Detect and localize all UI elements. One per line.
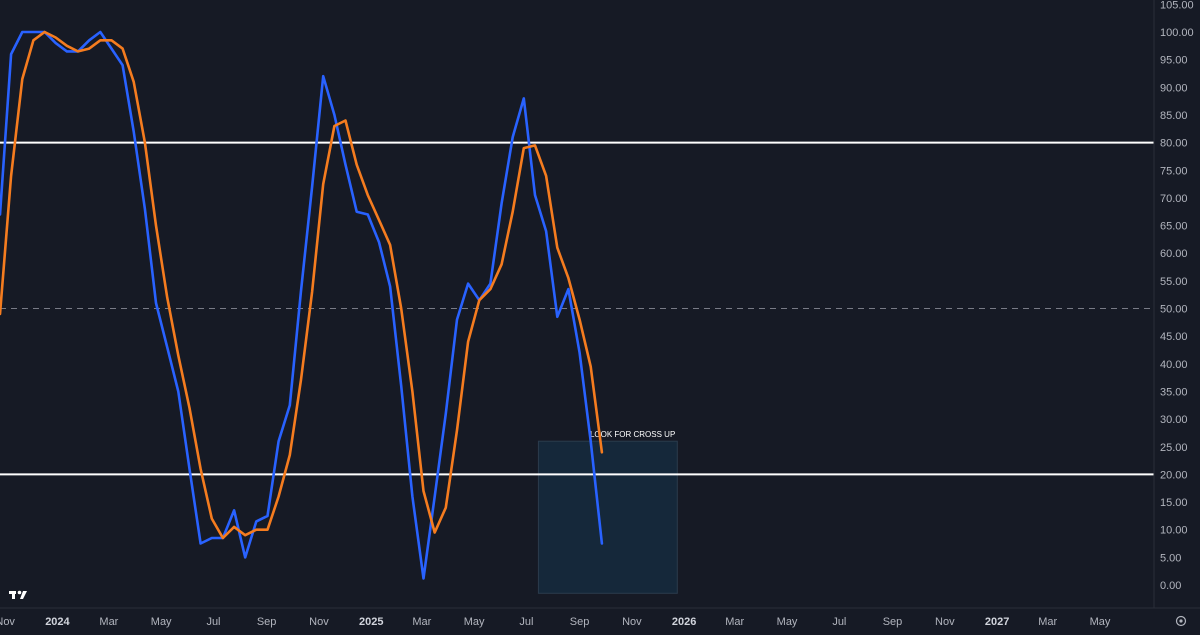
x-tick-label: May — [1090, 616, 1111, 628]
y-tick-label: 5.00 — [1160, 552, 1181, 564]
x-tick-label: Sep — [257, 616, 277, 628]
annotation-box[interactable] — [537, 440, 678, 594]
y-tick-label: 30.00 — [1160, 414, 1188, 426]
series-layer — [0, 30, 604, 580]
x-tick-label: Sep — [570, 616, 590, 628]
y-tick-label: 85.00 — [1160, 110, 1188, 122]
annotation-layer: LOOK FOR CROSS UP — [537, 430, 678, 594]
y-tick-label: 95.00 — [1160, 55, 1188, 67]
x-tick-label: Nov — [309, 616, 329, 628]
x-tick-label: May — [151, 616, 172, 628]
annotation-text: LOOK FOR CROSS UP — [590, 430, 675, 439]
y-tick-label: 75.00 — [1160, 165, 1188, 177]
y-tick-label: 70.00 — [1160, 193, 1188, 205]
y-tick-label: 40.00 — [1160, 359, 1188, 371]
y-tick-label: 100.00 — [1160, 27, 1194, 39]
x-tick-label: Jul — [519, 616, 533, 628]
x-tick-label: 2026 — [672, 616, 696, 628]
x-tick-label: 2024 — [45, 616, 70, 628]
x-tick-label: Mar — [725, 616, 744, 628]
tradingview-logo[interactable] — [9, 590, 27, 599]
y-tick-label: 0.00 — [1160, 580, 1181, 592]
y-tick-label: 60.00 — [1160, 248, 1188, 260]
x-tick-label: Mar — [99, 616, 118, 628]
x-tick-label: Nov — [622, 616, 642, 628]
x-tick-label: Mar — [412, 616, 431, 628]
y-tick-label: 45.00 — [1160, 331, 1188, 343]
y-tick-label: 105.00 — [1160, 0, 1194, 11]
x-tick-label: Sep — [883, 616, 903, 628]
y-tick-label: 35.00 — [1160, 386, 1188, 398]
x-tick-label: 2025 — [359, 616, 383, 628]
x-tick-label: Nov — [0, 616, 15, 628]
x-axis[interactable]: Nov 2024 Mar May Jul Sep Nov 2025 Mar May Jul Sep No… — [0, 616, 1111, 628]
y-tick-label: 10.00 — [1160, 525, 1188, 537]
series-line-1[interactable] — [0, 30, 604, 540]
series-line-0[interactable] — [0, 30, 604, 580]
y-tick-label: 25.00 — [1160, 442, 1188, 454]
y-axis[interactable]: 105.00 100.00 95.00 90.00 85.00 80.00 75.00 70.… — [1160, 0, 1194, 592]
y-tick-label: 50.00 — [1160, 304, 1188, 316]
y-tick-label: 80.00 — [1160, 138, 1188, 150]
x-tick-label: May — [464, 616, 485, 628]
x-tick-label: Nov — [935, 616, 955, 628]
x-tick-label: Mar — [1038, 616, 1057, 628]
y-tick-label: 90.00 — [1160, 82, 1188, 94]
settings-icon[interactable] — [1175, 615, 1187, 627]
x-tick-label: Jul — [832, 616, 846, 628]
y-tick-label: 55.00 — [1160, 276, 1188, 288]
y-tick-label: 65.00 — [1160, 221, 1188, 233]
x-tick-label: Jul — [206, 616, 220, 628]
y-tick-label: 20.00 — [1160, 469, 1188, 481]
y-tick-label: 15.00 — [1160, 497, 1188, 509]
x-tick-label: May — [777, 616, 798, 628]
x-tick-label: 2027 — [985, 616, 1009, 628]
